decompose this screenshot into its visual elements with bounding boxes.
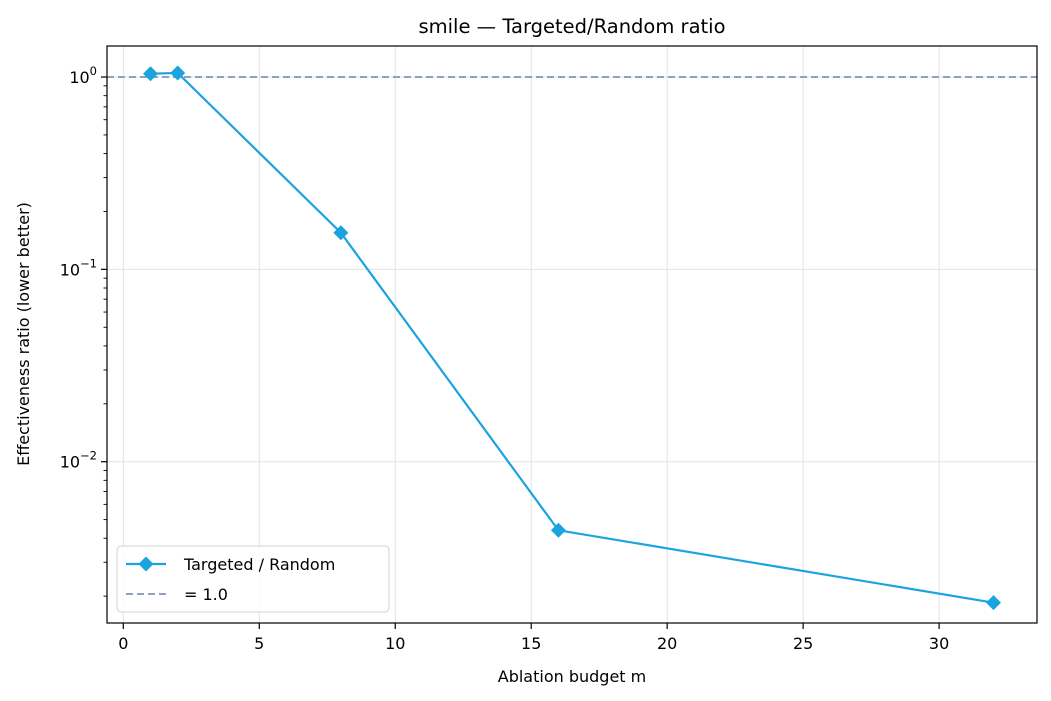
x-tick-label: 0 <box>118 634 128 653</box>
y-tick-label-exponent: 0 <box>90 64 97 78</box>
x-tick-label: 25 <box>793 634 813 653</box>
legend: Targeted / Random = 1.0 <box>116 545 390 613</box>
y-tick-label: 100 <box>69 64 97 87</box>
data-point-marker <box>333 225 349 241</box>
data-point-marker <box>170 65 186 81</box>
x-axis-label: Ablation budget m <box>498 667 646 686</box>
data-point-marker <box>143 66 159 82</box>
legend-series-label: Targeted / Random <box>183 555 335 574</box>
y-tick-label: 10−1 <box>60 256 97 279</box>
y-tick-label-base: 10 <box>60 260 80 279</box>
legend-series-marker <box>138 556 154 572</box>
y-tick-label-base: 10 <box>69 68 89 87</box>
x-tick-label: 30 <box>929 634 949 653</box>
chart-title: smile — Targeted/Random ratio <box>418 15 725 38</box>
x-tick-label: 15 <box>521 634 541 653</box>
legend-box <box>116 545 390 613</box>
x-tick-label: 20 <box>657 634 677 653</box>
x-tick-label: 10 <box>385 634 405 653</box>
y-tick-label-exponent: −2 <box>80 449 97 463</box>
plot-frame <box>106 45 1038 624</box>
data-point-marker <box>985 595 1001 611</box>
series-group <box>143 65 1001 611</box>
y-axis-label: Effectiveness ratio (lower better) <box>14 202 33 466</box>
data-point-marker <box>550 522 566 538</box>
x-tick-label: 5 <box>254 634 264 653</box>
y-tick-label-exponent: −1 <box>80 256 97 270</box>
legend-reference-label: = 1.0 <box>184 585 228 604</box>
y-tick-label: 10−2 <box>60 449 97 472</box>
y-tick-label-base: 10 <box>60 453 80 472</box>
